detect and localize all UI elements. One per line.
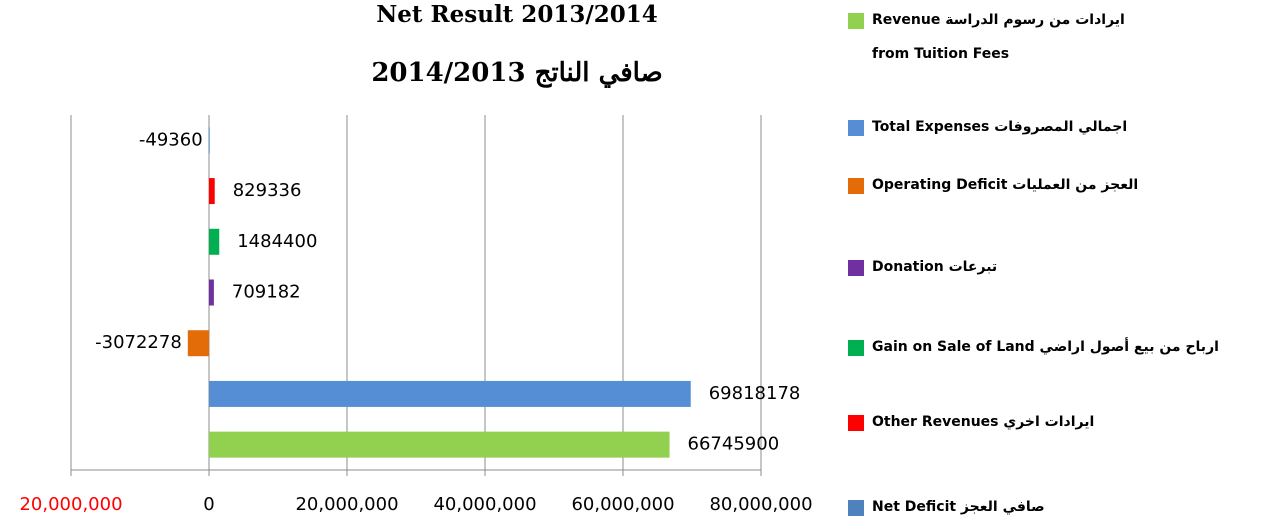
legend-label: ايرادات اخري Other Revenues	[872, 414, 1095, 430]
legend-label: ارباح من بيع أصول اراضي Gain on Sale of …	[872, 339, 1219, 355]
bar	[209, 380, 691, 407]
bar	[209, 228, 220, 255]
x-tick-label: 0	[203, 494, 214, 515]
data-label: 1484400	[237, 231, 317, 252]
legend-swatch	[848, 500, 864, 516]
legend-swatch	[848, 415, 864, 431]
legend-item: صافي العجز Net Deficit	[848, 497, 1045, 524]
legend-swatch	[848, 178, 864, 194]
legend-label: تبرعات Donation	[872, 259, 998, 275]
x-tick-label: 20,000,000	[19, 494, 122, 515]
legend-item: العجز من العمليات Operating Deficit	[848, 175, 1138, 202]
data-label: 829336	[233, 180, 302, 201]
legend-swatch	[848, 340, 864, 356]
legend: ايرادات من رسوم الدراسة Revenue from Tui…	[848, 0, 1268, 523]
bar	[209, 279, 214, 306]
data-label: 69818178	[709, 383, 801, 404]
bar	[208, 127, 210, 154]
legend-item: ارباح من بيع أصول اراضي Gain on Sale of …	[848, 337, 1219, 364]
x-tick-label: 60,000,000	[571, 494, 674, 515]
chart-subtitle: صافي الناتج 2014/2013	[371, 58, 662, 88]
chart-title: Net Result 2013/2014	[376, 1, 658, 28]
legend-label: ايرادات من رسوم الدراسة Revenue from Tui…	[872, 12, 1125, 62]
legend-item: اجمالي المصروفات Total Expenses	[848, 117, 1127, 144]
legend-swatch	[848, 260, 864, 276]
legend-label: العجز من العمليات Operating Deficit	[872, 177, 1139, 193]
bar	[209, 431, 670, 458]
data-label: 66745900	[688, 434, 780, 455]
chart: Net Result 2013/2014 صافي الناتج 2014/20…	[19, 1, 812, 515]
legend-swatch	[848, 120, 864, 136]
legend-item: ايرادات من رسوم الدراسة Revenue from Tui…	[848, 10, 1162, 71]
legend-item: ايرادات اخري Other Revenues	[848, 412, 1094, 439]
data-label: 709182	[232, 282, 301, 303]
legend-label: اجمالي المصروفات Total Expenses	[872, 119, 1128, 135]
legend-item: تبرعات Donation	[848, 257, 997, 284]
legend-label: صافي العجز Net Deficit	[872, 499, 1045, 515]
data-label: -3072278	[95, 332, 182, 353]
legend-swatch	[848, 13, 864, 29]
bar	[187, 330, 209, 357]
x-tick-label: 20,000,000	[295, 494, 398, 515]
data-label: -49360	[139, 129, 203, 150]
x-tick-label: 80,000,000	[709, 494, 812, 515]
x-tick-label: 40,000,000	[433, 494, 536, 515]
bar	[209, 178, 215, 205]
